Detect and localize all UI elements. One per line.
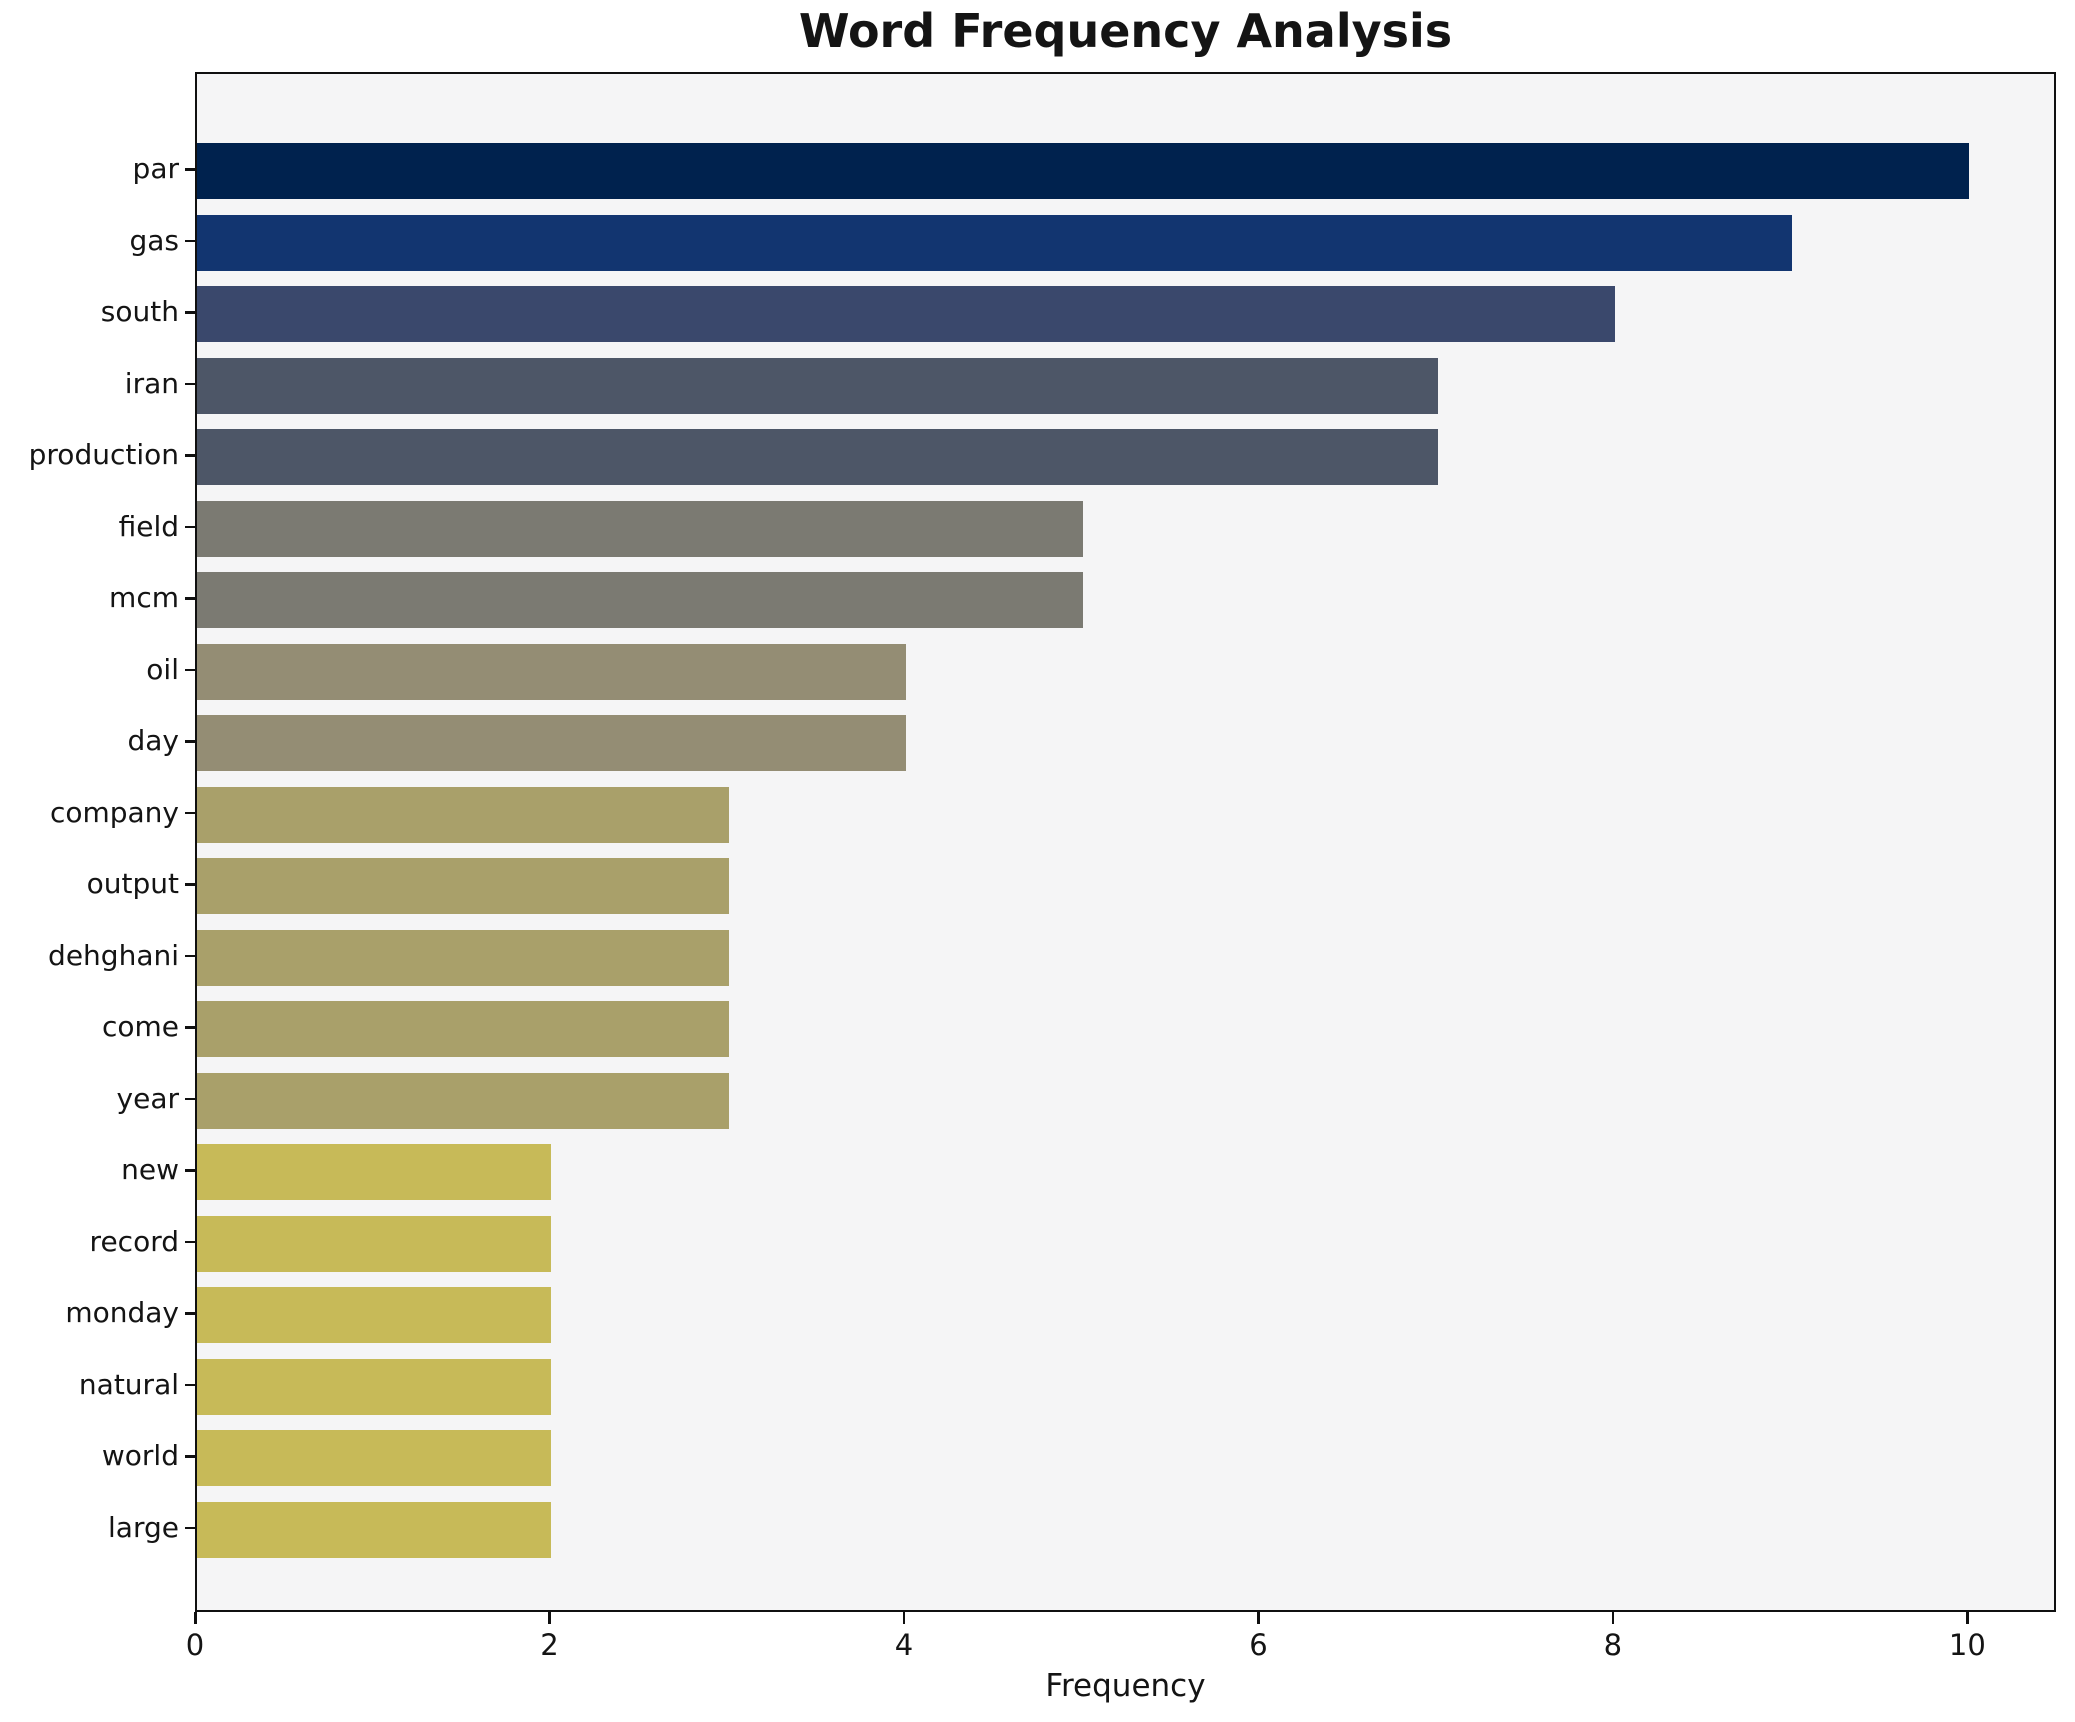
y-tick-mark [185,1312,195,1315]
x-tick-label-4: 4 [894,1628,914,1662]
x-tick-mark [1257,1612,1260,1624]
y-tick-label-record: record [89,1224,179,1258]
y-tick-label-south: south [100,295,179,328]
y-tick-mark [185,525,195,528]
bar-mcm [197,572,1084,628]
y-tick-label-par: par [132,152,179,185]
y-tick-mark [185,168,195,171]
y-tick-mark [185,1240,195,1243]
bar-record [197,1215,552,1272]
x-tick-mark [548,1612,551,1624]
x-tick-mark [902,1612,906,1624]
y-tick-mark [185,239,195,242]
bar-large [197,1501,552,1558]
bar-come [197,1001,729,1057]
chart-title: Word Frequency Analysis [798,4,1453,58]
y-tick-mark [185,1455,195,1458]
x-tick-label-2: 2 [540,1628,559,1662]
x-tick-label-0: 0 [185,1628,205,1662]
x-tick-mark [1966,1612,1969,1624]
y-tick-label-field: field [118,509,179,543]
bar-world [197,1430,552,1486]
x-tick-mark [1611,1612,1615,1624]
bar-par [197,143,1970,199]
bar-natural [197,1358,552,1415]
bar-south [197,286,1615,342]
y-tick-mark [185,597,195,600]
y-tick-mark [185,454,195,457]
x-tick-label-8: 8 [1603,1628,1623,1662]
y-tick-mark [185,1097,195,1100]
y-tick-mark [185,311,195,314]
bar-iran [197,357,1438,414]
y-tick-label-dehghani: dehghani [48,938,179,972]
y-tick-mark [185,1526,195,1529]
y-tick-mark [185,883,195,886]
y-tick-label-day: day [127,724,179,757]
x-tick-label-6: 6 [1249,1628,1268,1662]
y-tick-mark [185,1169,195,1172]
y-tick-label-large: large [108,1510,179,1544]
y-tick-label-gas: gas [129,223,179,257]
y-tick-mark [185,1383,195,1386]
y-tick-label-new: new [121,1153,179,1186]
bar-dehghani [197,929,729,986]
bar-production [197,429,1438,485]
y-tick-label-iran: iran [124,366,179,400]
y-tick-label-world: world [101,1439,179,1472]
y-tick-mark [185,382,195,385]
y-tick-label-year: year [116,1081,179,1115]
y-tick-mark [185,668,195,671]
x-axis-title: Frequency [1045,1668,1206,1704]
y-tick-label-come: come [101,1010,179,1043]
bar-monday [197,1287,552,1343]
y-tick-label-company: company [49,795,179,829]
y-tick-label-oil: oil [146,652,179,686]
bar-field [197,500,1084,557]
bar-day [197,715,906,771]
y-tick-label-production: production [28,438,179,471]
y-tick-label-monday: monday [65,1296,179,1329]
bar-oil [197,643,906,700]
y-tick-mark [185,1026,195,1029]
bar-company [197,786,729,843]
bar-gas [197,214,1793,271]
y-tick-mark [185,811,195,814]
bar-new [197,1144,552,1200]
y-tick-mark [185,954,195,957]
x-tick-mark [194,1612,197,1624]
y-tick-mark [185,740,195,743]
x-tick-label-10: 10 [1948,1628,1986,1662]
bar-output [197,858,729,914]
y-tick-label-mcm: mcm [109,581,179,614]
y-tick-label-natural: natural [78,1367,179,1401]
y-tick-label-output: output [86,867,179,900]
plot-area [195,72,2056,1612]
bar-year [197,1072,729,1129]
